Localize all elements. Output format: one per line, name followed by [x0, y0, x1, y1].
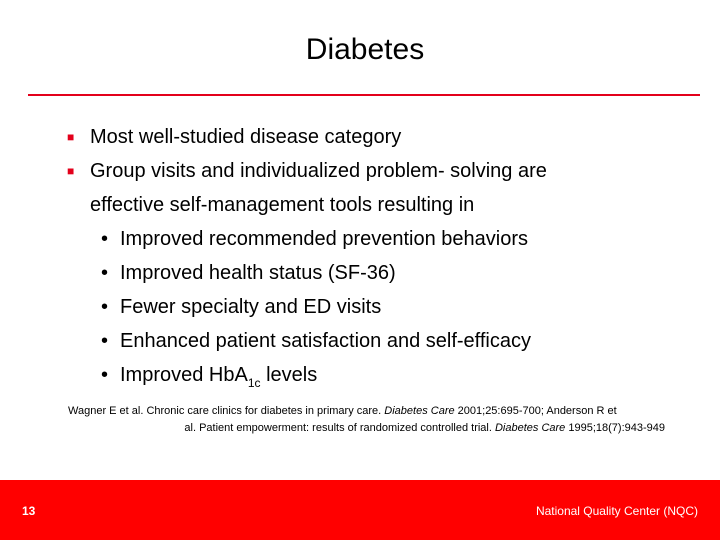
dot-bullet-icon: • — [101, 262, 109, 284]
bullet-2-text-line2: effective self-management tools resultin… — [90, 194, 475, 216]
bullet-2-text-line1: Group visits and individualized problem-… — [90, 160, 547, 182]
references: Wagner E et al. Chronic care clinics for… — [64, 403, 665, 437]
ref2-details: 1995;18(7):943-949 — [565, 422, 665, 434]
ref2-authors: al. Patient empowerment: results of rand… — [184, 422, 495, 434]
sub-bullet-2: • Improved health status (SF-36) — [64, 256, 684, 290]
sub-bullet-5: • Improved HbA1c levels — [64, 358, 684, 392]
dot-bullet-icon: • — [101, 330, 109, 352]
bullet-2: ■ Group visits and individualized proble… — [64, 154, 684, 188]
footer-bar: 13 National Quality Center (NQC) — [0, 480, 720, 540]
ref1-authors: Wagner E et al. Chronic care clinics for… — [68, 405, 385, 417]
sub-bullet-3: • Fewer specialty and ED visits — [64, 290, 684, 324]
hba1c-suffix: levels — [260, 364, 318, 386]
slide-body: ■ Most well-studied disease category ■ G… — [64, 120, 684, 392]
sub-bullet-2-text: Improved health status (SF-36) — [120, 262, 396, 284]
ref1-details: 2001;25:695-700; Anderson R et — [454, 405, 617, 417]
ref1-journal: Diabetes Care — [384, 405, 455, 417]
sub-bullet-4: • Enhanced patient satisfaction and self… — [64, 324, 684, 358]
bullet-1-text: Most well-studied disease category — [90, 126, 402, 148]
sub-bullet-4-text: Enhanced patient satisfaction and self-e… — [120, 330, 531, 352]
dot-bullet-icon: • — [101, 364, 109, 386]
dot-bullet-icon: • — [101, 228, 109, 250]
ref2-journal: Diabetes Care — [494, 422, 566, 434]
organization-name: National Quality Center (NQC) — [535, 504, 698, 518]
sub-bullet-3-text: Fewer specialty and ED visits — [120, 296, 382, 318]
sub-bullet-1: • Improved recommended prevention behavi… — [64, 222, 684, 256]
slide-title: Diabetes — [305, 33, 425, 66]
bullet-2-continuation: effective self-management tools resultin… — [64, 188, 684, 222]
reference-line-1: Wagner E et al. Chronic care clinics for… — [64, 403, 665, 420]
page-number: 13 — [22, 504, 36, 518]
reference-line-2: al. Patient empowerment: results of rand… — [64, 420, 665, 437]
bullet-1: ■ Most well-studied disease category — [64, 120, 684, 154]
square-bullet-icon: ■ — [67, 164, 75, 178]
hba1c-a: A — [234, 364, 248, 386]
square-bullet-icon: ■ — [67, 130, 75, 144]
title-divider — [28, 94, 700, 96]
hba1c-prefix: Improved Hb — [120, 364, 235, 386]
sub-bullet-1-text: Improved recommended prevention behavior… — [120, 228, 528, 250]
dot-bullet-icon: • — [101, 296, 109, 318]
hba1c-subscript: 1c — [247, 376, 261, 390]
